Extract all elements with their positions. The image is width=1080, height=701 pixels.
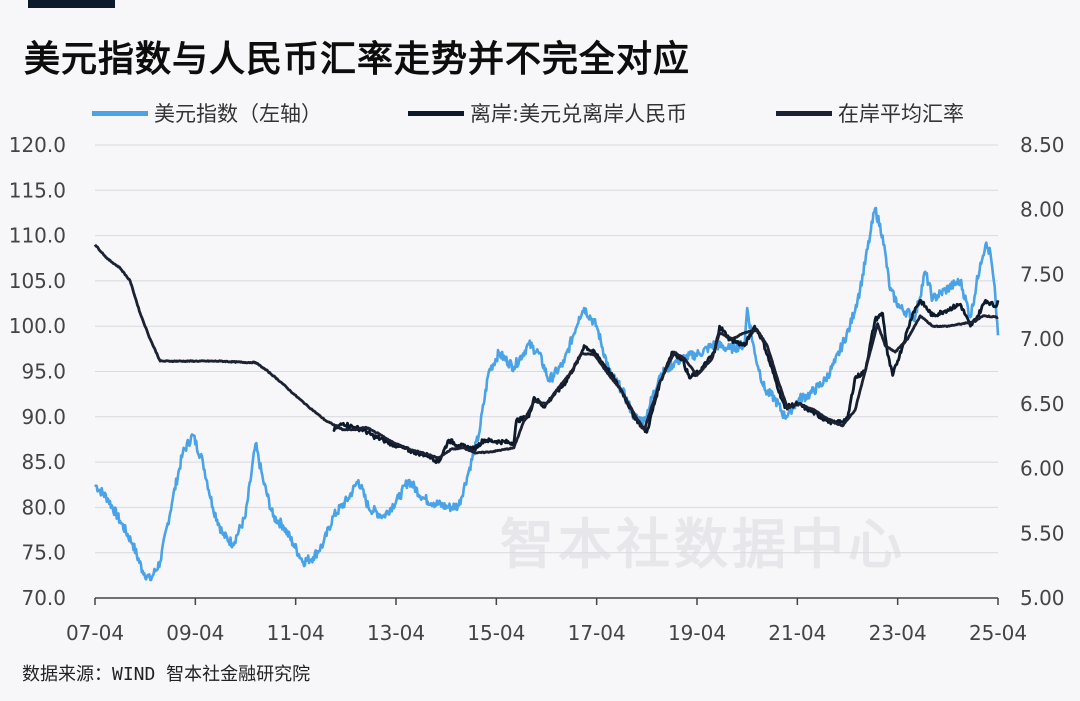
y-left-tick-label: 90.0	[21, 405, 66, 429]
x-tick-label: 09-04	[166, 621, 224, 645]
legend-swatch-onshore-cny	[776, 110, 832, 116]
y-right-tick-label: 7.00	[1020, 327, 1065, 351]
x-tick-label: 25-04	[969, 621, 1027, 645]
y-left-tick-label: 75.0	[21, 541, 66, 565]
x-tick-label: 13-04	[367, 621, 425, 645]
legend-item-offshore-cny: 离岸:美元兑离岸人民币	[408, 98, 687, 128]
legend-swatch-offshore-cny	[408, 110, 464, 116]
title-accent-bar	[28, 0, 115, 8]
x-tick-label: 23-04	[869, 621, 927, 645]
x-tick-label: 17-04	[568, 621, 626, 645]
y-left-tick-label: 120.0	[9, 133, 66, 157]
y-left-tick-label: 85.0	[21, 450, 66, 474]
legend-label-onshore-cny: 在岸平均汇率	[838, 102, 964, 126]
y-right-tick-label: 7.50	[1020, 262, 1065, 286]
y-right-tick-label: 5.50	[1020, 521, 1065, 545]
legend-label-offshore-cny: 离岸:美元兑离岸人民币	[470, 102, 688, 126]
source-note: 数据来源：WIND 智本社金融研究院	[22, 664, 311, 685]
series-line-3	[93, 243, 999, 460]
y-left-tick-label: 95.0	[21, 360, 66, 384]
x-tick-label: 19-04	[668, 621, 726, 645]
y-left-tick-label: 80.0	[21, 495, 66, 519]
legend: 美元指数（左轴） 离岸:美元兑离岸人民币 在岸平均汇率	[0, 98, 1080, 128]
legend-swatch-usd-index	[92, 110, 148, 116]
chart-title: 美元指数与人民币汇率走势并不完全对应	[24, 39, 691, 80]
legend-item-usd-index: 美元指数（左轴）	[92, 98, 322, 128]
legend-label-usd-index: 美元指数（左轴）	[154, 102, 322, 126]
y-right-tick-label: 6.50	[1020, 392, 1065, 416]
y-right-tick-label: 8.00	[1020, 198, 1065, 222]
series-line-1	[93, 206, 1000, 582]
series-line-2	[332, 298, 1000, 464]
series-lines	[93, 206, 1000, 582]
x-tick-label: 07-04	[66, 621, 124, 645]
y-left-tick-label: 110.0	[9, 224, 66, 248]
axes	[94, 597, 999, 605]
y-left-tick-label: 115.0	[9, 178, 66, 202]
legend-item-onshore-cny: 在岸平均汇率	[776, 98, 964, 128]
y-right-tick-label: 5.00	[1020, 586, 1065, 610]
y-left-tick-label: 105.0	[9, 269, 66, 293]
gridlines	[95, 144, 998, 554]
x-tick-label: 15-04	[467, 621, 525, 645]
y-right-tick-label: 6.00	[1020, 457, 1065, 481]
tick-labels: 70.0 75.0 80.0 85.0 90.0 95.0 100.0 105.0 110.0 1…	[9, 133, 1065, 645]
y-right-tick-label: 8.50	[1020, 133, 1065, 157]
y-left-tick-label: 70.0	[21, 586, 66, 610]
y-left-tick-label: 100.0	[9, 314, 66, 338]
x-tick-label: 11-04	[267, 621, 325, 645]
x-tick-label: 21-04	[768, 621, 826, 645]
